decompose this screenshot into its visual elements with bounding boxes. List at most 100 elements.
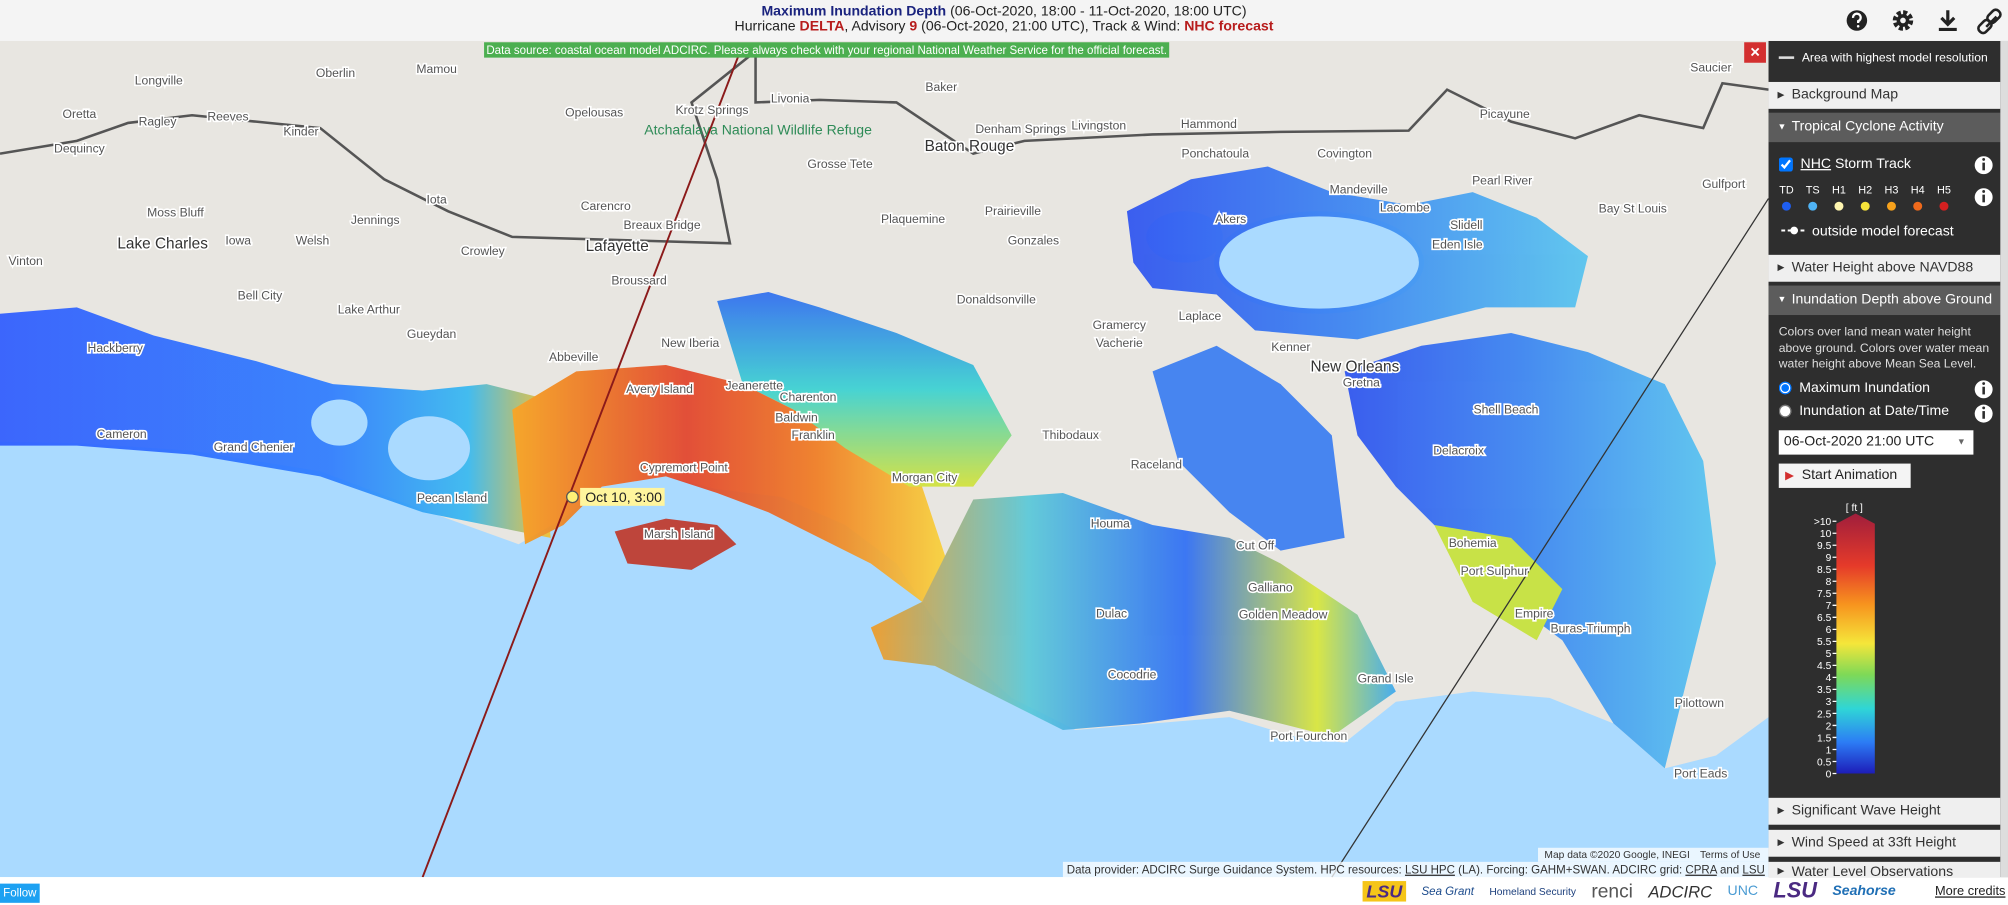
place-label: Slidell — [1450, 218, 1482, 232]
place-label: Vinton — [8, 254, 42, 268]
section-title: Inundation Depth above Ground — [1791, 291, 1993, 308]
place-label: Gulfport — [1702, 177, 1746, 191]
text: Data provider: ADCIRC Surge Guidance Sys… — [1066, 863, 1405, 876]
close-button[interactable]: × — [1744, 42, 1766, 63]
place-label: Marsh Island — [644, 527, 714, 541]
info-icon[interactable] — [1974, 380, 1993, 399]
section-header[interactable]: ▼ Inundation Depth above Ground — [1768, 285, 2001, 316]
section-header[interactable]: ▶ Water Level Observations — [1768, 861, 2001, 878]
legend-tick-label: 6.5 — [1817, 613, 1832, 624]
settings-icon[interactable] — [1892, 10, 1914, 31]
nhc-link[interactable]: NHC — [1800, 156, 1832, 172]
place-label: Port Fourchon — [1270, 729, 1347, 743]
category-dot — [1781, 201, 1791, 211]
place-label: Kinder — [283, 125, 318, 139]
legend-tick-label: 6 — [1826, 625, 1832, 636]
start-animation[interactable]: ▶ Start Animation — [1778, 463, 1911, 488]
place-label: Oretta — [63, 107, 97, 121]
storm-position[interactable] — [566, 490, 579, 504]
place-label: New Orleans — [1310, 358, 1399, 375]
place-label: Golden Meadow — [1239, 608, 1328, 622]
place-label: Cypremort Point — [640, 460, 728, 474]
place-label: Avery Island — [626, 382, 693, 396]
place-label: Oberlin — [316, 66, 355, 80]
section-header[interactable]: ▶ Water Height above NAVD88 — [1768, 254, 2001, 282]
period: (06-Oct-2020, 18:00 - 11-Oct-2020, 18:00… — [946, 3, 1247, 20]
place-label: Grand Chenier — [214, 440, 294, 454]
place-label: Pilottown — [1675, 696, 1724, 710]
link-icon[interactable] — [1977, 8, 2002, 35]
legend-tick-label: 5.5 — [1817, 637, 1832, 648]
place-label: Donaldsonville — [957, 293, 1036, 307]
text: Hurricane — [734, 19, 800, 35]
storm-label-bg — [580, 487, 665, 506]
radio[interactable] — [1778, 404, 1792, 418]
info-icon[interactable] — [1974, 404, 1993, 423]
follow-button[interactable]: Follow — [0, 883, 40, 903]
radio-option[interactable]: Maximum Inundation — [1778, 380, 1931, 396]
colorbar: [ ft ] >10109.598.587.576.565.554.543.53… — [1814, 503, 1875, 780]
map[interactable]: Oberlin Mamou Longville Oretta Ragley Reeves K… — [0, 40, 1769, 878]
info-icon[interactable] — [1974, 156, 1993, 175]
legend-tick-label: 7.5 — [1817, 589, 1832, 600]
section-header[interactable]: ▶ Background Map — [1768, 81, 2001, 109]
storm-track — [421, 50, 742, 878]
category-dot — [1886, 201, 1896, 211]
checkbox[interactable] — [1778, 156, 1793, 172]
category-dot — [1834, 201, 1844, 211]
place-label: Iota — [427, 193, 448, 207]
place-label: Dulac — [1096, 606, 1127, 620]
help-icon[interactable] — [1846, 10, 1868, 31]
legend-tick-label: 7 — [1826, 601, 1832, 612]
radio[interactable] — [1778, 381, 1792, 395]
download-icon[interactable] — [1938, 10, 1957, 32]
place-label: Gretna — [1343, 376, 1380, 390]
storm-track-option[interactable]: NHC Storm Track — [1778, 156, 1911, 172]
more-credits[interactable]: More credits — [1935, 884, 2006, 899]
category-dot — [1860, 201, 1870, 211]
place-label: Baton Rouge — [925, 138, 1015, 155]
logo: Homeland Security — [1489, 885, 1576, 898]
place-label: Crowley — [461, 244, 506, 258]
place-label: Charenton — [780, 390, 837, 404]
section-header[interactable]: ▶ Significant Wave Height — [1768, 797, 2001, 825]
link[interactable]: LSU HPC — [1404, 863, 1455, 876]
place-label: Hammond — [1181, 117, 1237, 131]
scrollbar[interactable] — [2000, 40, 2008, 878]
section-header[interactable]: ▶ Wind Speed at 33ft Height — [1768, 829, 2001, 857]
info-icon[interactable] — [1974, 188, 1993, 207]
state-border — [0, 48, 1769, 245]
legend-tick-label: 2 — [1826, 721, 1832, 732]
link[interactable]: CPRA — [1685, 863, 1717, 876]
place-label: Vacherie — [1096, 336, 1143, 350]
place-label: Reeves — [207, 109, 248, 123]
date-select[interactable]: 06-Oct-2020 21:00 UTC ▼ — [1778, 430, 1974, 455]
place-label: Thibodaux — [1042, 428, 1099, 442]
legend-tick-label: 8 — [1826, 577, 1832, 588]
place-label: Galliano — [1248, 581, 1293, 595]
place-label: Baker — [925, 80, 957, 94]
place-label: Gonzales — [1008, 234, 1059, 248]
date-value: 06-Oct-2020 21:00 UTC — [1783, 434, 1935, 450]
terms[interactable]: Terms of Use — [1700, 849, 1761, 861]
option-label: Maximum Inundation — [1799, 380, 1931, 396]
text: (06-Oct-2020, 21:00 UTC), Track & Wind: — [917, 19, 1185, 35]
refuge-label: Atchafalaya National Wildlife Refuge — [644, 121, 872, 137]
radio-option[interactable]: Inundation at Date/Time — [1778, 403, 1949, 419]
place-label: Grosse Tete — [807, 157, 873, 171]
logo: renci — [1591, 880, 1633, 903]
place-label: Cocodrie — [1108, 668, 1157, 682]
place-label: Houma — [1091, 517, 1130, 531]
place-label: Lake Charles — [117, 235, 208, 252]
place-label: Gueydan — [407, 327, 456, 341]
place-label: Empire — [1515, 606, 1554, 620]
section-header[interactable]: ▼ Tropical Cyclone Activity — [1768, 112, 2001, 143]
footer: Follow LSU Sea Grant Homeland Security renc… — [0, 877, 2008, 905]
inundation — [0, 166, 1717, 769]
map-data: Map data ©2020 Google, INEGI — [1544, 849, 1690, 861]
place-label: Gramercy — [1093, 318, 1147, 332]
place-label: Delacroix — [1433, 444, 1484, 458]
place-label: Kenner — [1271, 340, 1310, 354]
lake — [388, 416, 470, 481]
